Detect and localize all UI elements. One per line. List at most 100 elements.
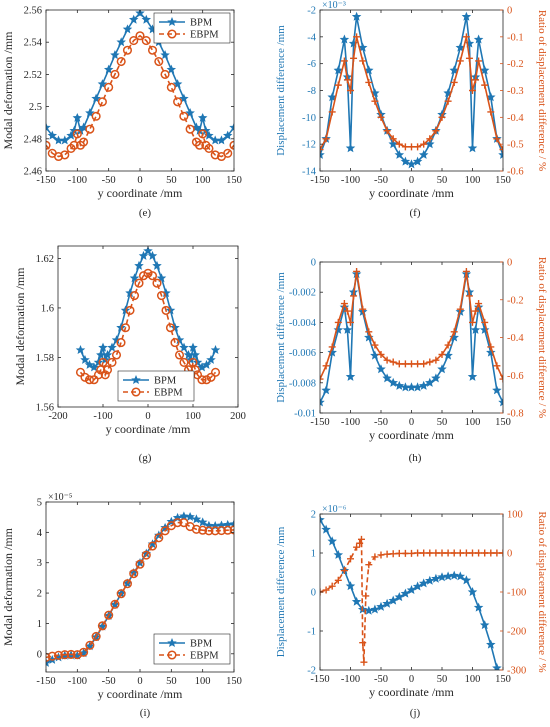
data-point-ebpm bbox=[154, 533, 164, 543]
y-tick-label: -10 bbox=[302, 113, 316, 124]
data-point-bpm bbox=[437, 364, 447, 374]
y2-tick-label: -100 bbox=[507, 588, 526, 599]
y-tick-label: -1 bbox=[307, 627, 316, 638]
y-tick-label: -4 bbox=[307, 32, 316, 43]
data-point-ebpm bbox=[395, 549, 403, 557]
data-point-bpm bbox=[412, 382, 423, 392]
x-tick-label: -100 bbox=[93, 411, 112, 422]
data-point-bpm bbox=[406, 585, 417, 595]
data-point-ebpm bbox=[165, 323, 176, 333]
data-point-bpm bbox=[498, 397, 503, 407]
series-line-ebpm bbox=[46, 34, 234, 158]
data-point-ebpm bbox=[450, 328, 458, 336]
data-point-ebpm bbox=[97, 97, 107, 107]
x-tick-label: -200 bbox=[48, 411, 67, 422]
y-tick-label: 1.58 bbox=[36, 353, 54, 364]
data-point-ebpm bbox=[340, 300, 348, 308]
data-point-bpm bbox=[400, 588, 411, 598]
data-point-ebpm bbox=[469, 318, 476, 326]
data-point-ebpm bbox=[170, 338, 180, 348]
data-point-ebpm bbox=[79, 647, 89, 657]
panel-caption: (j) bbox=[410, 707, 421, 719]
data-point-ebpm bbox=[420, 360, 428, 368]
data-point-ebpm bbox=[389, 135, 397, 143]
y-tick-label: 2.5 bbox=[29, 102, 42, 113]
data-point-ebpm bbox=[166, 82, 176, 92]
legend-label-ebpm: EBPM bbox=[190, 651, 219, 662]
data-point-bpm bbox=[449, 332, 459, 342]
y-tick-label: -6 bbox=[307, 59, 316, 70]
data-point-bpm bbox=[376, 601, 386, 611]
data-point-ebpm bbox=[383, 356, 391, 364]
data-point-bpm bbox=[320, 149, 325, 159]
chart-panel-e: -150 -100 -50 0 50 100 150 2.46 2.48 2.5 2.52 2.54 2… bbox=[1, 6, 242, 220]
data-point-ebpm bbox=[408, 360, 415, 368]
data-point-ebpm bbox=[116, 589, 126, 599]
data-point-ebpm bbox=[129, 569, 139, 579]
data-point-ebpm bbox=[401, 360, 409, 368]
data-point-ebpm bbox=[179, 518, 189, 528]
data-point-ebpm bbox=[179, 111, 189, 121]
data-point-bpm bbox=[98, 342, 108, 352]
data-point-ebpm bbox=[138, 271, 149, 281]
x-tick-label: 50 bbox=[437, 175, 448, 186]
chart-panel-g: -200 -100 0 100 200 1.56 1.58 1.6 1.62 y coordina… bbox=[13, 245, 246, 464]
data-point-ebpm bbox=[359, 305, 367, 313]
y-axis-label: Displacement difference /mm bbox=[275, 272, 287, 403]
y-tick-label: 5 bbox=[37, 498, 42, 509]
data-point-bpm bbox=[134, 260, 144, 270]
data-point-ebpm bbox=[201, 375, 212, 385]
x-tick-label: 200 bbox=[230, 411, 246, 422]
data-point-ebpm bbox=[134, 278, 144, 288]
axis-exponent: ×10⁻³ bbox=[322, 0, 346, 11]
data-point-ebpm bbox=[47, 651, 57, 661]
data-point-ebpm bbox=[481, 318, 489, 326]
data-point-ebpm bbox=[487, 343, 495, 351]
data-point-ebpm bbox=[389, 358, 397, 366]
y2-tick-label: -0.5 bbox=[507, 140, 524, 151]
panel-caption: (f) bbox=[410, 207, 421, 219]
y2-tick-label: -0.4 bbox=[507, 113, 524, 124]
x-axis-label: y coordinate /mm bbox=[98, 687, 183, 701]
legend-marker-bpm bbox=[167, 638, 177, 648]
data-point-ebpm bbox=[456, 305, 464, 313]
data-point-bpm bbox=[179, 342, 189, 352]
chart-panel-j: -150 -100 -50 0 50 100 150 -2 -1 0 1 2 -300 -200 -100 0… bbox=[275, 504, 548, 719]
data-point-bpm bbox=[122, 24, 133, 34]
x-tick-label: 100 bbox=[195, 175, 211, 186]
data-point-bpm bbox=[185, 511, 195, 521]
data-point-ebpm bbox=[432, 549, 440, 557]
y2-tick-label: -200 bbox=[507, 627, 526, 638]
data-point-bpm bbox=[166, 64, 177, 74]
data-point-ebpm bbox=[84, 375, 95, 385]
data-point-ebpm bbox=[438, 350, 446, 358]
x-tick-label: 50 bbox=[166, 676, 177, 687]
data-point-ebpm bbox=[420, 549, 428, 557]
data-point-ebpm bbox=[75, 367, 86, 377]
data-point-bpm bbox=[110, 50, 120, 60]
data-point-ebpm bbox=[60, 650, 70, 660]
data-point-ebpm bbox=[110, 599, 120, 609]
data-point-bpm bbox=[216, 135, 227, 145]
plot-area bbox=[320, 11, 503, 169]
data-point-ebpm bbox=[371, 97, 379, 105]
data-point-bpm bbox=[473, 34, 484, 44]
x-axis-label: y coordinate /mm bbox=[369, 428, 454, 442]
data-point-ebpm bbox=[426, 135, 434, 143]
data-point-ebpm bbox=[160, 69, 170, 79]
data-point-ebpm bbox=[156, 290, 167, 301]
y-tick-label: 4 bbox=[37, 528, 43, 539]
legend-marker-bpm bbox=[167, 17, 177, 27]
x-tick-label: -50 bbox=[374, 674, 388, 685]
legend-box bbox=[153, 12, 231, 44]
x-tick-label: 150 bbox=[226, 175, 242, 186]
data-point-ebpm bbox=[426, 358, 434, 366]
data-point-bpm bbox=[103, 64, 114, 74]
data-point-ebpm bbox=[347, 555, 354, 563]
chart-panel-i: -150 -100 -50 0 50 100 150 0 1 2 3 4 5 ×10⁻⁵ y coordin… bbox=[1, 492, 242, 719]
data-point-ebpm bbox=[320, 375, 324, 383]
data-point-ebpm bbox=[350, 54, 358, 62]
legend-label-ebpm: EBPM bbox=[190, 30, 219, 41]
data-point-ebpm bbox=[360, 658, 368, 666]
data-point-ebpm bbox=[185, 124, 195, 134]
